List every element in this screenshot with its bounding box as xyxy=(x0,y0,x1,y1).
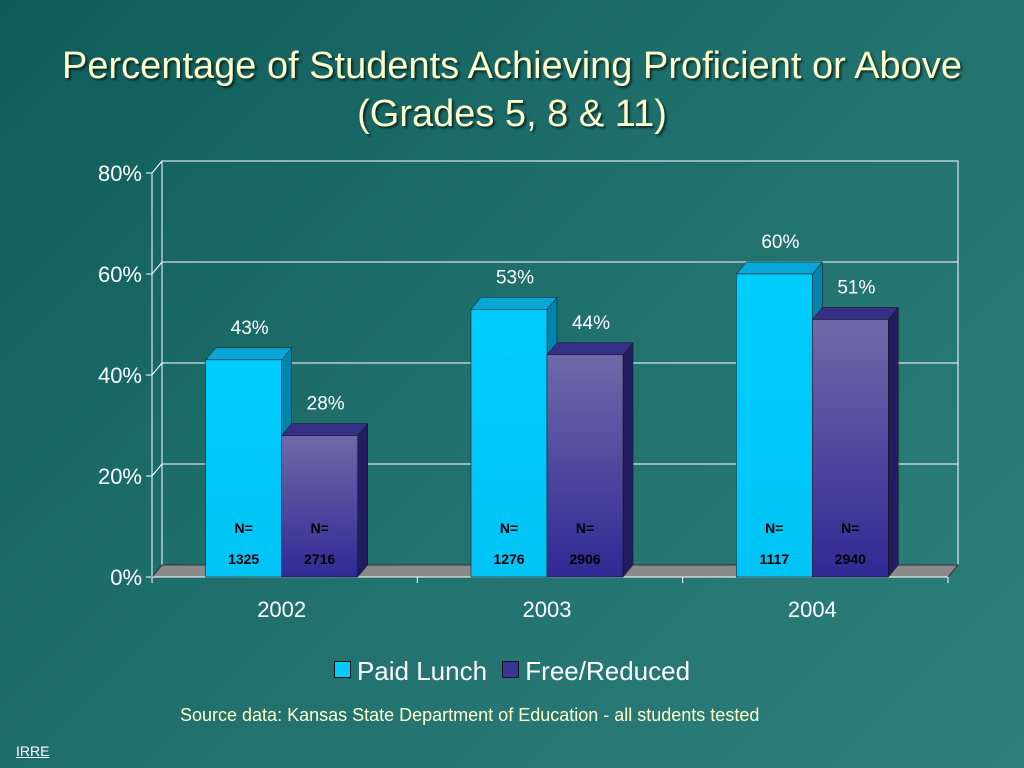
n-label-prefix: N= xyxy=(841,520,859,536)
data-label: 60% xyxy=(761,232,799,253)
slide-title: Percentage of Students Achieving Profici… xyxy=(0,42,1024,138)
bar-paid-lunch xyxy=(470,309,548,578)
bar-free-reduced-top xyxy=(811,307,899,320)
bar-free-reduced xyxy=(281,435,358,578)
bar-free-reduced-top xyxy=(281,423,369,436)
bar-paid-lunch-top xyxy=(205,347,293,361)
chart-labels: 0% 20% 40% 60% 80% 43% N= 1325 28% N= 2716 2002 53% N… xyxy=(98,161,875,622)
legend-swatch-free-reduced xyxy=(502,661,520,678)
legend-swatch-paid-lunch xyxy=(333,661,351,678)
n-label-value: 1117 xyxy=(760,551,790,567)
title-line-2: (Grades 5, 8 & 11) xyxy=(357,93,667,135)
gridline-diagonal xyxy=(151,261,163,275)
n-label-value: 2906 xyxy=(569,551,600,567)
data-label: 53% xyxy=(496,267,534,288)
bar-free-reduced-side xyxy=(622,342,634,578)
gridline-diagonal xyxy=(151,362,163,376)
bar-free-reduced xyxy=(546,354,624,578)
y-tick-label: 20% xyxy=(98,464,142,489)
legend-item-paid-lunch: Paid Lunch xyxy=(333,656,488,687)
y-tick-label: 80% xyxy=(98,161,142,186)
x-tick-label: 2003 xyxy=(523,597,572,622)
chart-bars xyxy=(205,261,899,578)
n-label-prefix: N= xyxy=(765,520,783,536)
gridline-diagonal xyxy=(151,160,163,174)
data-label: 28% xyxy=(307,394,345,415)
n-label-prefix: N= xyxy=(576,520,594,536)
n-label-value: 1325 xyxy=(228,551,259,567)
legend-item-free-reduced: Free/Reduced xyxy=(502,656,690,687)
x-tick-label: 2004 xyxy=(788,597,837,622)
n-label-prefix: N= xyxy=(235,520,253,536)
bar-free-reduced-side xyxy=(888,306,899,578)
bar-paid-lunch xyxy=(736,273,813,578)
bar-paid-lunch xyxy=(205,359,282,578)
x-tick-label: 2002 xyxy=(257,597,306,622)
n-label-value: 2940 xyxy=(835,551,866,567)
y-tick-label: 0% xyxy=(110,565,142,590)
footer-org-label: IRRE xyxy=(16,743,50,759)
legend-label-paid-lunch: Paid Lunch xyxy=(356,656,488,686)
bar-free-reduced xyxy=(812,319,889,578)
legend-label-free-reduced: Free/Reduced xyxy=(525,656,691,686)
y-tick-label: 40% xyxy=(98,363,142,388)
title-line-1: Percentage of Students Achieving Profici… xyxy=(62,45,962,87)
gridline-diagonal xyxy=(151,463,163,477)
source-note: Source data: Kansas State Department of … xyxy=(180,705,760,725)
y-tick-label: 60% xyxy=(98,262,142,287)
n-label-value: 2716 xyxy=(304,551,335,567)
bar-paid-lunch-top xyxy=(470,297,558,310)
bar-free-reduced-top xyxy=(546,342,634,356)
bar-free-reduced-side xyxy=(357,422,368,578)
data-label: 44% xyxy=(572,313,610,334)
bar-paid-lunch-top xyxy=(735,261,823,275)
n-label-prefix: N= xyxy=(311,520,329,536)
n-label-prefix: N= xyxy=(500,520,518,536)
n-label-value: 1276 xyxy=(493,551,524,567)
data-label: 43% xyxy=(231,318,269,339)
chart-legend: Paid Lunch Free/Reduced xyxy=(0,656,1024,687)
data-label: 51% xyxy=(837,277,875,298)
